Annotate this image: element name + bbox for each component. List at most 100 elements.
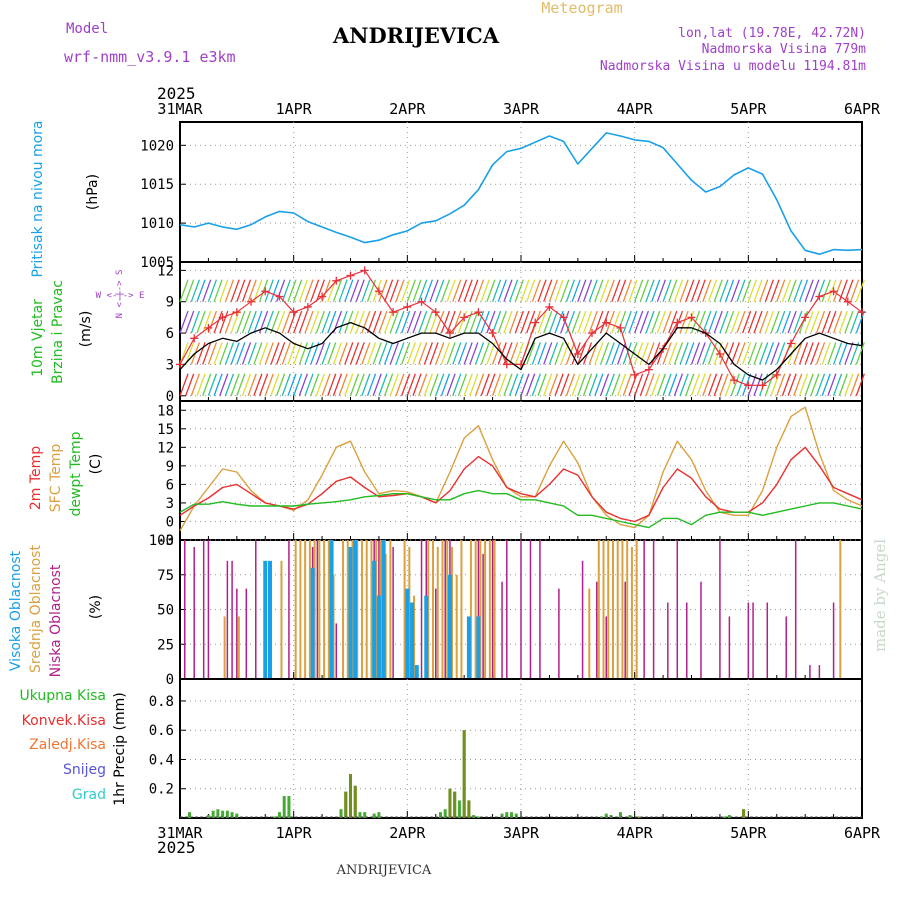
precip-bar [372,813,376,818]
wind-barb [724,310,735,334]
wind-barb [406,373,416,396]
gust-marker [303,302,312,311]
wind-barb [838,310,848,334]
wind-barb [429,310,439,334]
gust-marker [218,313,227,322]
wind-barb [827,373,837,396]
wind-barb [219,342,229,365]
wind-barb [707,279,718,302]
wind-barb [736,279,746,302]
wind-barb [838,373,848,396]
precip-graupel-label: Grad [72,787,106,803]
wind-barb [429,279,439,302]
wind-barb [264,342,274,365]
cloud-bar [635,540,638,679]
gust-marker [602,318,611,327]
wind-barb [594,279,604,302]
wind-barb [617,279,627,302]
wind-barb [747,279,757,302]
wind-barb [656,279,667,302]
wind-barb [855,342,865,365]
wind-barb [361,342,371,365]
cloud-bar [245,588,248,679]
wind-barb [764,279,774,302]
wind-barb [554,342,564,365]
precip-bar [510,812,514,818]
wind-barb [526,373,536,396]
wind-barb [798,373,809,396]
wind-barb [656,373,667,396]
wind-barb [315,373,326,396]
wind-barb [810,279,820,302]
wind-barb [753,342,763,365]
wind-barb [224,342,235,365]
wind-barb [207,310,218,334]
wind-barb [753,310,763,334]
cloud-bar [420,540,423,679]
gust-marker [559,313,568,322]
wind-barb [594,342,604,365]
cloud-bar [202,540,205,679]
wind-barb [304,342,314,365]
wind-barb [332,373,343,396]
y-tick-label: 9 [166,295,174,311]
wind-barb [503,310,513,334]
time-label-top: 3APR [503,100,540,118]
cloud-bar [818,665,821,679]
wind-barb [327,342,337,365]
cloud-bar [444,540,446,679]
wind-barb [219,310,229,334]
cloud-bar [611,540,614,679]
wind-barb [361,310,371,334]
cloud-bar [432,540,435,679]
wind-barb [781,373,792,396]
wind-barb [577,310,587,334]
time-label-top: 31MAR [157,100,203,118]
wind-barb [480,373,490,396]
wind-barb [713,310,723,334]
wind-barb [554,373,564,396]
wind-barb [264,373,274,396]
wind-barb [548,373,559,396]
wind-barb [440,310,451,334]
wind-barb [531,342,541,365]
cloud-bar [353,540,358,679]
wind-barb [230,342,240,365]
dewpt-line [179,489,863,529]
pressure-labels: Pritisak na nivou mora (hPa) [30,120,101,277]
wind-barb [605,279,615,302]
wind-barb [395,310,405,334]
year-top: 2025 [157,84,196,103]
precip-bar [604,813,608,818]
wind-barb [707,310,718,334]
y-tick-label: 9 [166,459,174,475]
precip-snow-label: Snijeg [63,762,106,778]
y-tick-label: 100 [149,533,174,549]
wind-barb [253,310,263,334]
wind-barb [810,310,820,334]
wind-labels: 10m Vjetar Brzina i Pravac (m/s) N <-|->… [30,270,144,384]
wind-barb [747,342,757,365]
wind-barb [491,373,502,396]
wind-barb [281,310,291,334]
precip-bar [339,809,343,818]
wind-barb [469,310,479,334]
wind-barb [230,279,240,302]
wind-barb [213,279,223,302]
precip-bar [472,815,476,818]
wind-barb [850,279,860,302]
precip-bar [505,812,509,818]
wind-barb [639,373,649,396]
pressure-name-label: Pritisak na nivou mora [30,120,46,277]
y-tick-label: 12 [157,440,174,456]
y-tick-label: 0 [166,389,174,405]
precip-conv-label: Konvek.Kisa [22,713,106,729]
time-label-bottom: 31MAR [157,824,203,842]
wind-barb [668,373,678,396]
wind-barb [605,373,615,396]
precip-bar [618,812,622,818]
wind-barb [185,373,195,396]
cloud-bar [310,567,315,679]
wind-barb [321,279,331,302]
time-label-bottom: 1APR [276,824,313,842]
